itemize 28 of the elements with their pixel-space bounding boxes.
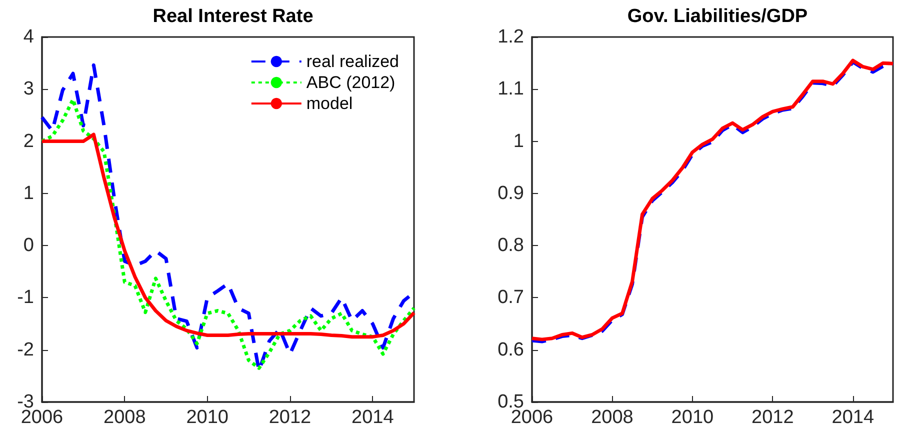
y-tick-label: -1	[17, 287, 34, 308]
legend-label: real realized	[306, 52, 400, 71]
y-tick-label: 1.2	[498, 26, 524, 48]
y-tick-label: 0.7	[498, 287, 524, 308]
y-tick-label: 3	[23, 78, 34, 100]
y-tick-label: 1	[23, 182, 34, 204]
legend-label: model	[306, 94, 353, 113]
chart-title: Real Interest Rate	[152, 6, 314, 27]
y-tick-label: 0.8	[498, 235, 524, 256]
y-tick-label: 2	[23, 130, 34, 152]
y-tick-label: 0	[23, 235, 34, 256]
y-tick-label: 0.9	[498, 182, 524, 204]
x-tick-label: 2008	[591, 407, 634, 428]
y-tick-label: -2	[17, 339, 34, 360]
x-tick-label: 2012	[752, 407, 794, 428]
x-tick-label: 2014	[352, 407, 394, 428]
x-tick-label: 2012	[268, 407, 312, 428]
y-tick-label: 0.6	[498, 339, 524, 360]
x-tick-label: 2010	[671, 407, 714, 428]
line-series	[40, 132, 416, 339]
legend-label: ABC (2012)	[306, 73, 396, 92]
x-tick-label: 2014	[832, 407, 874, 428]
x-tick-label: 2008	[104, 407, 146, 428]
y-tick-label: 1.1	[498, 78, 524, 100]
chart-title: Gov. Liabilities/GDP	[627, 6, 808, 27]
y-tick-label: 4	[23, 26, 34, 48]
x-tick-label: 2010	[186, 407, 228, 428]
y-tick-label: 1	[513, 130, 524, 152]
